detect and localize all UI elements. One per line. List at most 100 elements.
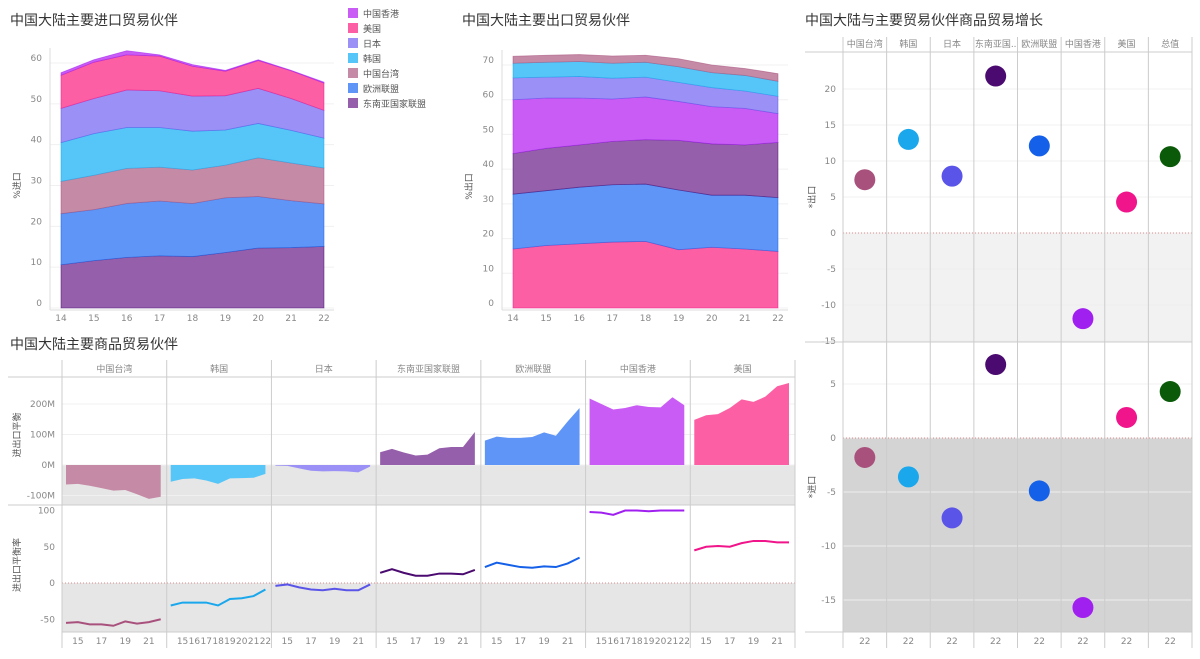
balance-area-asean xyxy=(380,432,475,465)
column-header: 美国 xyxy=(1118,38,1136,50)
x-tick-label: 20 xyxy=(253,314,265,324)
growth-dot-total xyxy=(1159,381,1181,403)
growth-dot-tw xyxy=(854,446,876,468)
balance-area-hk xyxy=(589,397,685,465)
x-tick-label: 19 xyxy=(643,637,655,647)
balance-rate-line-asean xyxy=(379,568,476,577)
balance-area-jp xyxy=(275,465,371,473)
balance-rate-line-kr xyxy=(170,588,266,607)
growth-dot-jp xyxy=(941,165,963,187)
x-tick-label: 21 xyxy=(143,637,154,647)
y-tick-label: 50 xyxy=(31,95,43,105)
column-header: 中国台湾 xyxy=(847,38,883,50)
x-tick-label: 15 xyxy=(88,314,99,324)
y-axis-title: *进口 xyxy=(807,476,818,499)
x-tick-label: 22 xyxy=(679,637,690,647)
legend-swatch-hk xyxy=(348,8,358,18)
x-tick-label: 19 xyxy=(434,637,446,647)
column-header-asean: 东南亚国家联盟 xyxy=(397,363,460,375)
y-tick-label: -5 xyxy=(827,488,836,498)
legend-label-jp: 日本 xyxy=(363,38,381,50)
legend-swatch-tw xyxy=(348,68,358,78)
growth-dot-eu xyxy=(1028,480,1050,502)
growth-dot-kr xyxy=(897,466,919,488)
y-tick-label: 15 xyxy=(825,121,836,131)
column-header-kr: 韩国 xyxy=(210,363,228,375)
y-tick-label: 0 xyxy=(830,229,836,239)
y-tick-label: 40 xyxy=(31,136,43,146)
legend-swatch-eu xyxy=(348,83,358,93)
x-tick-label: 22 xyxy=(1077,637,1088,647)
y-tick-label: 5 xyxy=(830,380,836,390)
y-tick-label: 5 xyxy=(830,193,836,203)
balance-area-eu xyxy=(484,407,580,465)
legend-label-tw: 中国台湾 xyxy=(363,68,399,80)
x-tick-label: 22 xyxy=(990,637,1001,647)
y-axis-title: 进出口平衡率 xyxy=(11,538,23,592)
growth-dot-us xyxy=(1116,191,1138,213)
x-tick-label: 21 xyxy=(562,637,573,647)
x-tick-label: 22 xyxy=(1164,637,1175,647)
balance-rate-line-eu xyxy=(484,556,581,569)
y-tick-label: 50 xyxy=(483,125,495,135)
legend-label-kr: 韩国 xyxy=(363,53,381,65)
x-tick-label: 16 xyxy=(574,314,586,324)
x-tick-label: 18 xyxy=(640,314,652,324)
growth-dot-hk xyxy=(1072,597,1094,619)
x-tick-label: 21 xyxy=(248,637,259,647)
x-tick-label: 19 xyxy=(329,637,341,647)
column-header: 欧洲联盟 xyxy=(1021,38,1057,50)
x-tick-label: 17 xyxy=(410,637,421,647)
y-tick-label: 100 xyxy=(38,507,55,517)
y-tick-label: 0 xyxy=(830,434,836,444)
area-us xyxy=(512,240,779,309)
y-tick-label: -15 xyxy=(821,596,836,606)
balance-rate-line-tw xyxy=(65,618,161,627)
legend-label-hk: 中国香港 xyxy=(363,8,399,20)
y-tick-label: 10 xyxy=(825,157,837,167)
growth-dot-asean xyxy=(985,65,1007,87)
x-tick-label: 17 xyxy=(724,637,735,647)
y-tick-label: 40 xyxy=(483,160,495,170)
x-tick-label: 19 xyxy=(224,637,236,647)
column-header: 韩国 xyxy=(899,38,917,50)
legend-swatch-asean xyxy=(348,98,358,108)
x-tick-label: 21 xyxy=(739,314,750,324)
legend-label-asean: 东南亚国家联盟 xyxy=(363,98,426,110)
x-tick-label: 17 xyxy=(607,314,618,324)
x-tick-label: 15 xyxy=(386,637,397,647)
y-tick-label: 100M xyxy=(30,431,55,441)
y-tick-label: 60 xyxy=(483,91,495,101)
y-tick-label: 50 xyxy=(44,543,56,553)
y-tick-label: 0 xyxy=(49,579,55,589)
x-tick-label: 22 xyxy=(260,637,271,647)
x-tick-label: 20 xyxy=(655,637,667,647)
column-header: 总值 xyxy=(1161,38,1179,50)
balance-rate-line-hk xyxy=(589,509,685,516)
y-tick-label: 0M xyxy=(42,461,56,471)
column-header-hk: 中国香港 xyxy=(620,363,656,375)
x-tick-label: 21 xyxy=(667,637,678,647)
x-tick-label: 17 xyxy=(515,637,526,647)
growth-chart: 中国台湾 韩国 日本 东南亚国.. 欧洲联盟 中国香港 美国 总值 20 15 10 5 0 -5 -10 -… xyxy=(805,37,1193,648)
y-axis-title: %出口 xyxy=(463,173,475,200)
growth-dot-tw xyxy=(854,169,876,191)
x-tick-label: 22 xyxy=(946,637,957,647)
x-tick-label: 19 xyxy=(673,314,685,324)
y-tick-label: 20 xyxy=(825,85,837,95)
y-tick-label: -10 xyxy=(821,301,836,311)
y-tick-label: -50 xyxy=(40,615,55,625)
x-tick-label: 18 xyxy=(187,314,199,324)
x-tick-label: 17 xyxy=(201,637,212,647)
x-tick-label: 21 xyxy=(457,637,468,647)
y-tick-label: 70 xyxy=(483,56,495,66)
x-tick-label: 21 xyxy=(771,637,782,647)
legend-swatch-jp xyxy=(348,38,358,48)
x-tick-label: 21 xyxy=(285,314,296,324)
growth-dot-us xyxy=(1116,406,1138,428)
x-tick-label: 15 xyxy=(491,637,502,647)
x-tick-label: 17 xyxy=(619,637,630,647)
